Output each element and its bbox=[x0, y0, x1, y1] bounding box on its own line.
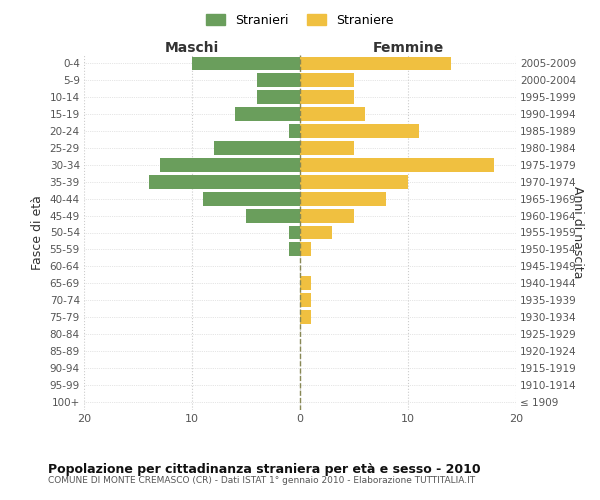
Bar bbox=[300, 74, 354, 88]
Bar bbox=[300, 158, 494, 172]
Bar bbox=[246, 208, 300, 222]
Bar bbox=[300, 293, 311, 307]
Text: Popolazione per cittadinanza straniera per età e sesso - 2010: Popolazione per cittadinanza straniera p… bbox=[48, 462, 481, 475]
Bar bbox=[257, 74, 300, 88]
Bar bbox=[300, 175, 408, 188]
Bar bbox=[257, 90, 300, 104]
Bar bbox=[203, 192, 300, 205]
Bar bbox=[300, 56, 451, 70]
Bar bbox=[300, 242, 311, 256]
Y-axis label: Fasce di età: Fasce di età bbox=[31, 195, 44, 270]
Bar bbox=[214, 141, 300, 155]
Bar bbox=[192, 56, 300, 70]
Bar bbox=[300, 310, 311, 324]
Bar bbox=[149, 175, 300, 188]
Bar bbox=[300, 226, 332, 239]
Bar bbox=[300, 141, 354, 155]
Bar bbox=[300, 107, 365, 121]
Text: Femmine: Femmine bbox=[373, 41, 443, 55]
Text: Maschi: Maschi bbox=[165, 41, 219, 55]
Legend: Stranieri, Straniere: Stranieri, Straniere bbox=[202, 8, 398, 32]
Bar bbox=[300, 90, 354, 104]
Bar bbox=[289, 226, 300, 239]
Bar bbox=[300, 208, 354, 222]
Bar bbox=[300, 192, 386, 205]
Bar bbox=[289, 124, 300, 138]
Bar bbox=[300, 124, 419, 138]
Y-axis label: Anni di nascita: Anni di nascita bbox=[571, 186, 584, 279]
Bar bbox=[160, 158, 300, 172]
Bar bbox=[235, 107, 300, 121]
Text: COMUNE DI MONTE CREMASCO (CR) - Dati ISTAT 1° gennaio 2010 - Elaborazione TUTTIT: COMUNE DI MONTE CREMASCO (CR) - Dati IST… bbox=[48, 476, 475, 485]
Bar bbox=[300, 276, 311, 290]
Bar bbox=[289, 242, 300, 256]
